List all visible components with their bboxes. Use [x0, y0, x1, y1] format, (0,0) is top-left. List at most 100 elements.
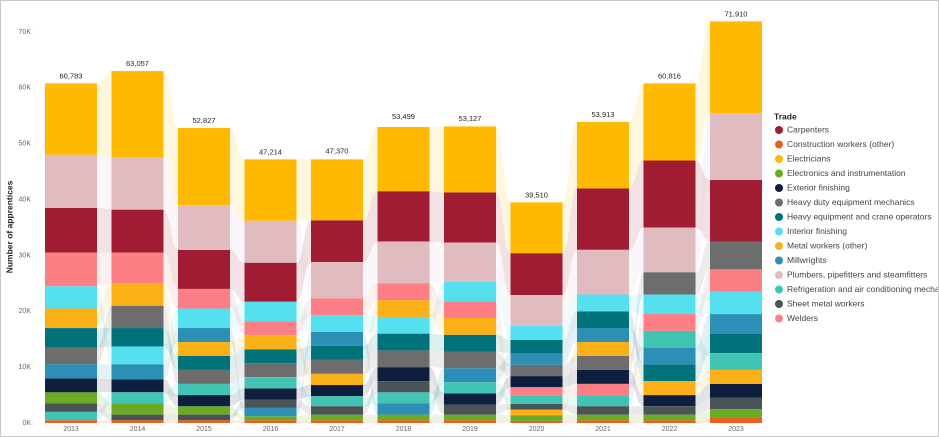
- bar-segment: [45, 420, 97, 423]
- bar-segment: [178, 249, 230, 289]
- ribbon: [163, 308, 178, 365]
- ribbon: [296, 385, 311, 400]
- bar-segment: [643, 83, 696, 161]
- ribbon: [629, 160, 644, 250]
- bar-segment: [178, 395, 230, 407]
- bar-segment: [710, 369, 762, 384]
- y-tick-label: 0K: [22, 420, 31, 427]
- legend-marker: [775, 213, 783, 221]
- ribbon: [429, 350, 444, 369]
- ribbon: [97, 71, 112, 158]
- ribbon: [695, 269, 710, 331]
- ribbon: [695, 333, 710, 382]
- ribbon: [296, 298, 311, 336]
- ribbon: [97, 207, 112, 253]
- bar-segment: [643, 420, 696, 423]
- bar-segment: [111, 379, 164, 393]
- ribbon: [363, 414, 378, 421]
- legend-marker: [775, 169, 783, 178]
- ribbon: [429, 333, 444, 352]
- bar-segment: [510, 364, 563, 377]
- ribbon: [695, 397, 710, 415]
- bar-segment: [244, 321, 297, 336]
- ribbon: [695, 160, 710, 242]
- bar-segment: [111, 252, 164, 284]
- bar-segment: [244, 363, 297, 378]
- bar-segment: [45, 347, 97, 365]
- ribbon: [429, 381, 444, 415]
- ribbon: [296, 345, 311, 364]
- ribbon: [695, 314, 710, 365]
- ribbon: [496, 192, 511, 296]
- bar-segment: [377, 316, 430, 334]
- ribbon: [230, 301, 245, 329]
- ribbon: [562, 249, 577, 326]
- ribbon: [97, 420, 112, 423]
- ribbon: [230, 420, 245, 423]
- x-tick-label: 2020: [529, 426, 545, 433]
- ribbon: [163, 71, 178, 206]
- ribbon: [629, 311, 644, 382]
- ribbon: [429, 281, 444, 334]
- bar-segment: [377, 333, 430, 351]
- bar-segment: [111, 346, 164, 365]
- legend-text: Plumbers, pipefitters and steamfitters: [787, 269, 927, 279]
- ribbon: [429, 414, 444, 421]
- bar-segment: [444, 368, 496, 383]
- bar-segment: [45, 252, 97, 287]
- ribbon: [97, 305, 112, 365]
- x-tick-label: 2016: [263, 426, 279, 433]
- ribbon: [429, 300, 444, 335]
- ribbon: [629, 294, 644, 315]
- bar-segment: [710, 417, 762, 423]
- ribbon: [562, 355, 577, 377]
- total-label: 71,910: [725, 9, 748, 18]
- bar-segment: [244, 388, 297, 400]
- ribbon: [629, 369, 644, 407]
- bar-segment: [510, 353, 563, 365]
- bar-segment: [444, 351, 496, 369]
- ribbons: [97, 21, 710, 423]
- total-label: 63,057: [126, 59, 149, 68]
- ribbon: [496, 376, 511, 405]
- ribbon: [230, 406, 245, 421]
- legend-marker: [775, 285, 783, 294]
- ribbon: [363, 381, 378, 415]
- bar-segment: [311, 298, 363, 316]
- bar-segment: [444, 420, 496, 423]
- ribbon: [296, 220, 311, 299]
- total-label: 53,127: [459, 114, 482, 123]
- bar-segment: [510, 409, 563, 416]
- ribbon: [562, 369, 577, 388]
- legend-title: Trade: [774, 111, 797, 121]
- ribbon: [629, 227, 644, 295]
- ribbon: [562, 395, 577, 407]
- ribbon: [562, 414, 577, 421]
- bar-segment: [710, 383, 762, 398]
- x-tick-label: 2018: [396, 426, 412, 433]
- ribbon: [695, 112, 710, 273]
- ribbon: [97, 403, 112, 421]
- ribbon: [296, 301, 311, 332]
- bar-segment: [244, 335, 297, 350]
- bar-segment: [643, 330, 696, 348]
- bar-segment: [178, 205, 230, 250]
- legend-marker: [775, 300, 783, 308]
- bar-segment: [377, 414, 430, 421]
- legend-text: Heavy duty equipment mechanics: [787, 197, 915, 207]
- ribbon: [97, 286, 112, 365]
- bar-segment: [178, 288, 230, 309]
- bar-segment: [510, 253, 563, 296]
- legend-text: Heavy equipment and crane operators: [787, 211, 932, 221]
- legend-text: Welders: [787, 313, 818, 323]
- ribbon: [629, 272, 644, 370]
- bar-segment: [643, 227, 696, 273]
- ribbon: [97, 328, 112, 348]
- bar-segment: [244, 159, 297, 221]
- bar-segment: [45, 378, 97, 393]
- ribbon: [496, 242, 511, 326]
- bar-segment: [244, 220, 297, 263]
- ribbon: [230, 377, 245, 396]
- bar-segment: [510, 420, 563, 423]
